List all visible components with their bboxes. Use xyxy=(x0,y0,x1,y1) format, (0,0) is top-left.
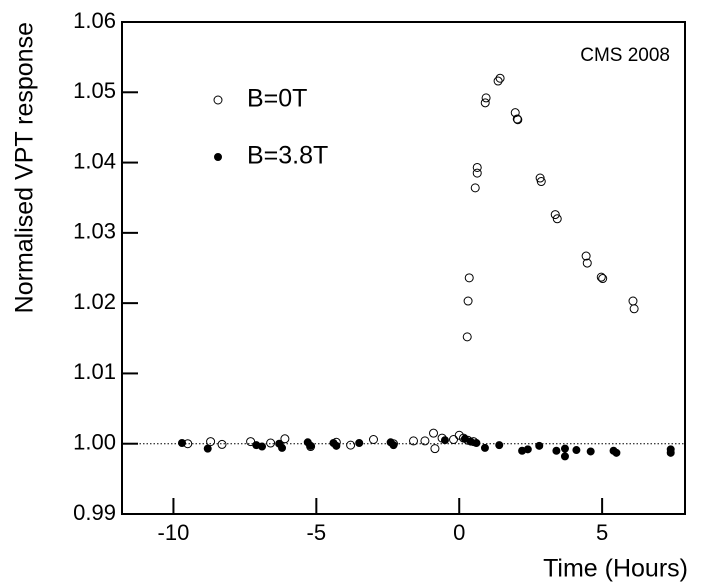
point xyxy=(472,168,482,178)
point xyxy=(560,452,569,461)
point xyxy=(480,443,489,452)
point xyxy=(217,439,227,449)
point xyxy=(280,434,290,444)
point xyxy=(552,446,561,455)
point xyxy=(420,436,430,446)
point xyxy=(258,442,267,451)
point xyxy=(495,73,505,83)
point xyxy=(535,173,545,183)
point xyxy=(596,272,606,282)
annotation: CMS 2008 xyxy=(580,45,670,66)
point xyxy=(523,445,532,454)
point xyxy=(586,447,595,456)
point xyxy=(628,296,638,306)
point xyxy=(306,441,315,450)
point xyxy=(536,177,546,187)
point xyxy=(472,439,481,448)
point xyxy=(206,437,216,447)
plot-frame xyxy=(121,21,686,515)
y-tick-label: 1.02 xyxy=(73,289,116,314)
y-tick-label: 1.03 xyxy=(73,219,116,244)
y-axis-label: Normalised VPT response xyxy=(11,22,39,313)
point xyxy=(512,114,522,124)
x-tick-label: 5 xyxy=(596,520,608,545)
point xyxy=(355,439,364,448)
point xyxy=(346,440,356,450)
x-tick-label: -10 xyxy=(158,520,190,545)
point xyxy=(472,162,482,172)
point xyxy=(389,441,398,450)
point xyxy=(535,441,544,450)
y-tick-label: 1.00 xyxy=(73,430,116,455)
point xyxy=(278,443,287,452)
point xyxy=(266,438,276,448)
point xyxy=(493,76,503,86)
point xyxy=(582,258,592,268)
point xyxy=(440,436,449,445)
y-tick-label: 1.04 xyxy=(73,148,116,173)
point xyxy=(550,210,560,220)
point xyxy=(449,434,459,444)
point xyxy=(429,428,439,438)
point xyxy=(368,434,378,444)
point xyxy=(560,444,569,453)
y-tick-label: 1.05 xyxy=(73,78,116,103)
point xyxy=(552,214,562,224)
point xyxy=(598,274,608,284)
legend-label: B=0T xyxy=(247,85,307,113)
x-tick-label: -5 xyxy=(307,520,327,545)
legend-marker xyxy=(214,153,222,161)
y-tick-label: 1.06 xyxy=(73,8,116,33)
legend-label: B=3.8T xyxy=(247,142,328,170)
x-axis-label: Time (Hours) xyxy=(543,555,688,583)
point xyxy=(513,115,523,125)
point xyxy=(430,444,440,454)
point xyxy=(178,439,187,448)
point xyxy=(581,251,591,261)
point xyxy=(464,273,474,283)
y-tick-label: 1.01 xyxy=(73,359,116,384)
point xyxy=(332,441,341,450)
point xyxy=(470,183,480,193)
point xyxy=(481,93,491,103)
x-tick-label: 0 xyxy=(453,520,465,545)
point xyxy=(612,448,621,457)
point xyxy=(203,444,212,453)
point xyxy=(495,441,504,450)
legend-marker xyxy=(213,95,223,105)
point xyxy=(666,448,675,457)
point xyxy=(480,98,490,108)
y-tick-label: 0.99 xyxy=(73,500,116,525)
point xyxy=(572,446,581,455)
point xyxy=(463,296,473,306)
point xyxy=(409,436,419,446)
point xyxy=(629,304,639,314)
point xyxy=(462,332,472,342)
